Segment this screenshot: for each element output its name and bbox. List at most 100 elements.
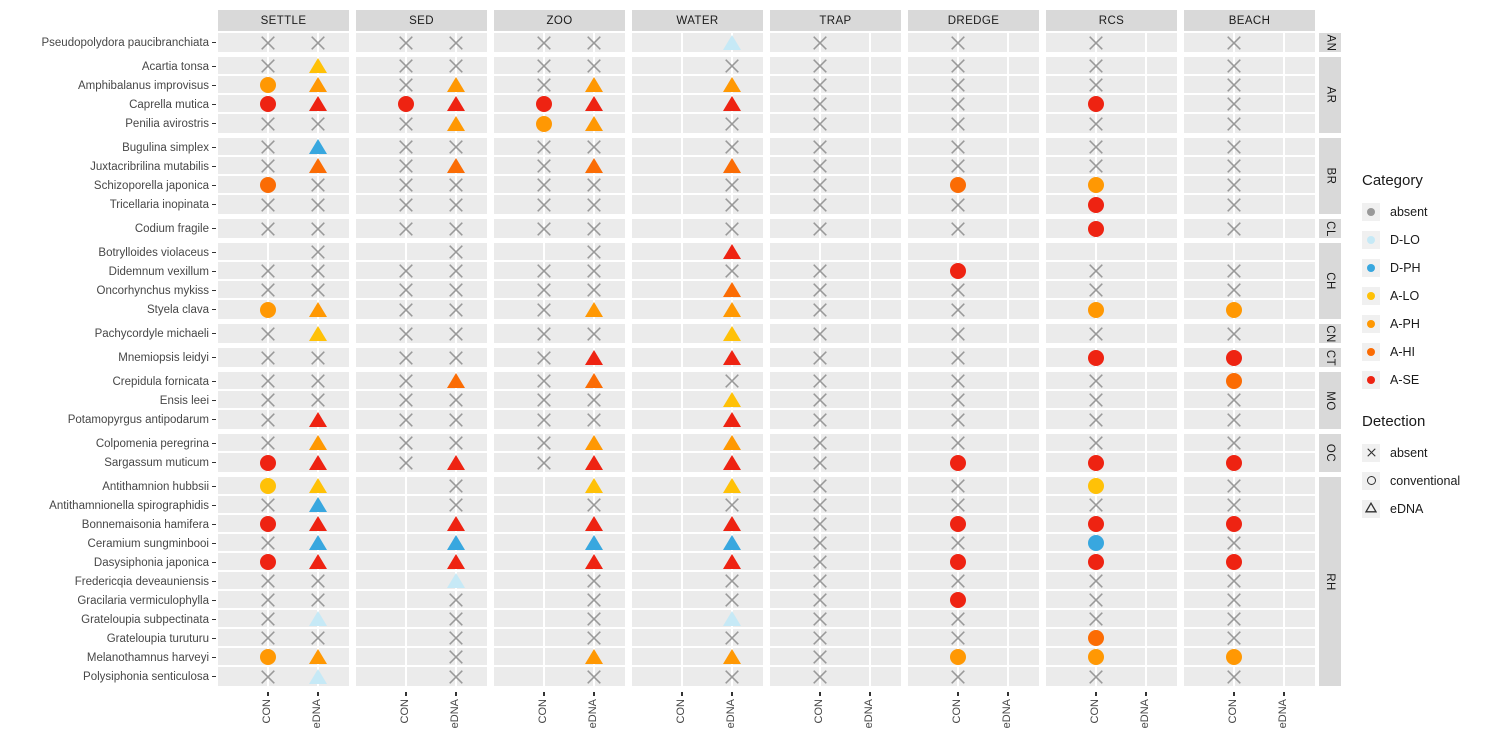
cell-row xyxy=(1184,348,1315,367)
gridline-con xyxy=(680,324,683,343)
panel-rcs-rh xyxy=(1046,477,1177,686)
conventional-circle-icon xyxy=(1087,301,1104,318)
edna-triangle-icon xyxy=(723,349,742,365)
species-label: Styela clava xyxy=(146,303,209,316)
species-label: Tricellaria inopinata xyxy=(109,198,209,211)
absent-cross-icon xyxy=(1088,573,1103,588)
absent-cross-icon xyxy=(950,350,965,365)
cell-row xyxy=(770,300,901,319)
species-label-row: Pachycordyle michaeli xyxy=(0,324,216,343)
cell-row xyxy=(356,95,487,114)
gridline-edna xyxy=(455,243,458,319)
absent-cross-icon xyxy=(812,455,827,470)
cell-row xyxy=(218,300,349,319)
cell-row xyxy=(218,391,349,410)
species-label: Schizoporella japonica xyxy=(93,179,209,192)
edna-triangle-icon xyxy=(585,76,604,92)
species-label-row: Gracilaria vermiculophylla xyxy=(0,591,216,610)
cell-row xyxy=(770,410,901,429)
x-axis-tick xyxy=(1094,692,1097,696)
absent-cross-icon xyxy=(398,412,413,427)
gridline-edna xyxy=(1145,219,1148,238)
x-axis-label: eDNA xyxy=(1277,699,1290,729)
absent-cross-icon xyxy=(260,592,275,607)
legend-category-item-d-lo: D-LO xyxy=(1362,228,1496,251)
absent-cross-icon xyxy=(449,497,464,512)
gridline-con xyxy=(680,57,683,133)
absent-cross-icon xyxy=(398,282,413,297)
edna-open-triangle-icon xyxy=(1364,500,1378,518)
absent-cross-icon xyxy=(1088,373,1103,388)
y-axis-tick xyxy=(212,618,216,621)
species-label-row: Melanothamnus harveyi xyxy=(0,648,216,667)
y-axis-tick xyxy=(212,165,216,168)
gridline-con xyxy=(680,219,683,238)
y-axis-tick xyxy=(212,542,216,545)
gridline-edna xyxy=(317,243,320,319)
gridline-edna xyxy=(1145,348,1148,367)
x-axis-label: CON xyxy=(674,699,687,724)
absent-cross-icon xyxy=(260,263,275,278)
species-labels-column: Crepidula fornicata Ensis leei Potamopyrgu… xyxy=(0,372,216,429)
cell-row xyxy=(1046,648,1177,667)
method-strip-trap: TRAP xyxy=(770,10,901,31)
cell-row xyxy=(218,348,349,367)
cell-row xyxy=(356,629,487,648)
y-axis-tick xyxy=(212,270,216,273)
panel-rcs-ar xyxy=(1046,57,1177,133)
cell-row xyxy=(356,324,487,343)
category-dot-icon xyxy=(1367,263,1375,272)
cell-row xyxy=(1046,534,1177,553)
cell-row xyxy=(494,667,625,686)
edna-triangle-icon xyxy=(723,34,742,50)
left-spacer xyxy=(0,691,216,733)
gridline-edna xyxy=(1007,219,1010,238)
conventional-circle-icon xyxy=(1087,176,1104,193)
edna-triangle-icon xyxy=(723,301,742,317)
cell-row xyxy=(356,477,487,496)
cell-row xyxy=(1046,572,1177,591)
gridline-edna xyxy=(869,434,872,472)
cell-row xyxy=(218,572,349,591)
edna-triangle-icon xyxy=(723,515,742,531)
absent-cross-icon xyxy=(311,573,326,588)
absent-cross-icon xyxy=(1226,478,1241,493)
cell-row xyxy=(356,553,487,572)
legend-key xyxy=(1362,286,1380,305)
species-label: Amphibalanus improvisus xyxy=(77,79,209,92)
panel-settle-cl xyxy=(218,219,349,238)
panel-water-mo xyxy=(632,372,763,429)
conventional-circle-icon xyxy=(1087,95,1104,112)
y-axis-tick xyxy=(212,184,216,187)
method-strip-dredge: DREDGE xyxy=(908,10,1039,31)
edna-triangle-icon xyxy=(723,534,742,550)
edna-triangle-icon xyxy=(447,95,466,111)
gridline-edna xyxy=(731,243,734,319)
edna-triangle-icon xyxy=(585,648,604,664)
species-label-row: Fredericqia deveauniensis xyxy=(0,572,216,591)
species-label-row: Antithamnionella spirographidis xyxy=(0,496,216,515)
cell-row xyxy=(494,243,625,262)
species-label: Polysiphonia senticulosa xyxy=(83,670,209,683)
species-label: Dasysiphonia japonica xyxy=(93,556,209,569)
panel-beach-oc xyxy=(1184,434,1315,472)
absent-cross-icon xyxy=(587,177,602,192)
absent-cross-icon xyxy=(725,221,740,236)
cell-row xyxy=(632,553,763,572)
gridline-edna xyxy=(1145,372,1148,429)
gridline-con xyxy=(1232,243,1235,319)
absent-cross-icon xyxy=(950,573,965,588)
panel-settle-cn xyxy=(218,324,349,343)
absent-cross-icon xyxy=(950,478,965,493)
cell-row xyxy=(494,33,625,52)
absent-cross-icon xyxy=(812,573,827,588)
gridline-edna xyxy=(593,434,596,472)
panel-trap-rh xyxy=(770,477,901,686)
cell-row xyxy=(1184,391,1315,410)
faceted-dot-matrix: SETTLE SED ZOO WATER TRAP DREDGE RCS BEACH Pseud… xyxy=(0,10,1498,733)
cell-row xyxy=(908,348,1039,367)
cell-row xyxy=(770,648,901,667)
cell-row xyxy=(1046,219,1177,238)
species-label-row: Crepidula fornicata xyxy=(0,372,216,391)
cell-row xyxy=(770,324,901,343)
